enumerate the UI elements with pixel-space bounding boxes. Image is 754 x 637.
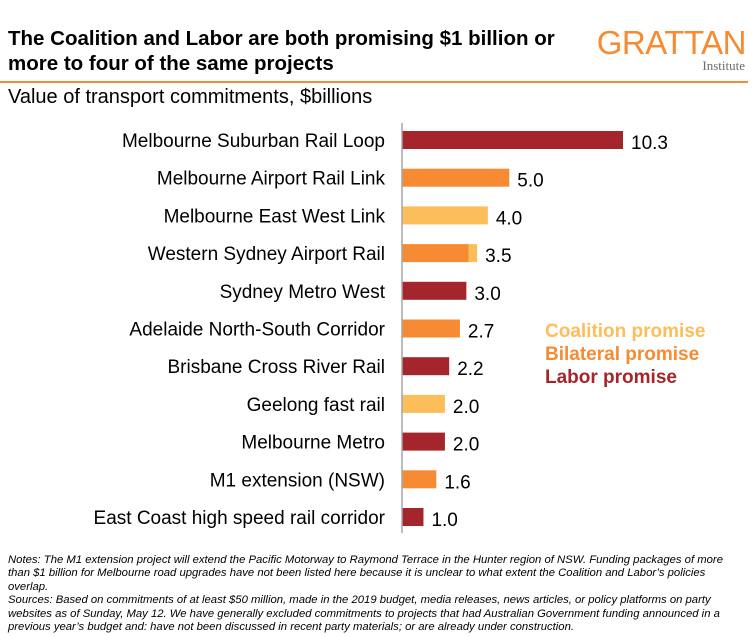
category-label: East Coast high speed rail corridor bbox=[94, 508, 386, 529]
bar-segment-labor bbox=[402, 281, 467, 300]
chart-subtitle: Value of transport commitments, $billion… bbox=[8, 86, 373, 108]
value-label: 1.0 bbox=[431, 510, 457, 531]
bar-segment-coalition bbox=[468, 244, 478, 263]
bar-segment-bilateral bbox=[402, 319, 460, 338]
title-rule bbox=[0, 81, 748, 83]
value-label: 4.0 bbox=[496, 208, 522, 229]
bar-segment-coalition bbox=[402, 206, 488, 225]
chart-title: The Coalition and Labor are both promisi… bbox=[8, 27, 555, 75]
bar-chart: Melbourne Suburban Rail Loop 10.3 Melbourn… bbox=[94, 123, 668, 533]
value-label: 3.5 bbox=[485, 246, 511, 267]
category-label: Western Sydney Airport Rail bbox=[148, 244, 385, 265]
category-label: Melbourne Metro bbox=[241, 433, 385, 454]
category-label: Adelaide North-South Corridor bbox=[129, 320, 385, 341]
value-label: 10.3 bbox=[631, 133, 668, 154]
bar-segment-bilateral bbox=[402, 168, 510, 187]
logo-subtext: Institute bbox=[702, 58, 745, 73]
value-label: 1.6 bbox=[444, 472, 470, 493]
category-label: Brisbane Cross River Rail bbox=[167, 357, 385, 378]
category-label: Melbourne Airport Rail Link bbox=[157, 169, 386, 190]
category-label: Geelong fast rail bbox=[247, 395, 385, 416]
bar-segment-coalition bbox=[402, 394, 445, 413]
category-label: Sydney Metro West bbox=[220, 282, 386, 303]
legend: Coalition promise Bilateral promise Labo… bbox=[545, 320, 705, 389]
grattan-logo: GRATTAN Institute bbox=[596, 24, 747, 73]
sources-text: Sources: Based on commitments of at leas… bbox=[8, 594, 720, 634]
logo-wordmark: GRATTAN bbox=[596, 24, 747, 61]
value-label: 3.0 bbox=[474, 284, 500, 305]
value-label: 2.0 bbox=[453, 397, 479, 418]
category-label: M1 extension (NSW) bbox=[210, 470, 385, 491]
legend-coalition: Coalition promise bbox=[545, 321, 706, 342]
legend-labor: Labor promise bbox=[545, 367, 677, 388]
value-label: 5.0 bbox=[517, 171, 543, 192]
bar-segment-labor bbox=[402, 131, 623, 149]
footnotes: Notes: The M1 extension project will ext… bbox=[8, 554, 748, 634]
bar-segment-bilateral bbox=[402, 244, 469, 263]
value-label: 2.2 bbox=[457, 359, 483, 380]
bar-segment-labor bbox=[402, 432, 445, 451]
category-label: Melbourne East West Link bbox=[164, 206, 386, 227]
bar-segment-labor bbox=[402, 508, 424, 526]
value-label: 2.0 bbox=[453, 435, 479, 456]
bar-segment-bilateral bbox=[402, 470, 437, 489]
notes-text: Notes: The M1 extension project will ext… bbox=[8, 554, 723, 593]
legend-bilateral: Bilateral promise bbox=[545, 344, 700, 365]
category-label: Melbourne Suburban Rail Loop bbox=[122, 131, 385, 152]
bar-segment-labor bbox=[402, 357, 450, 376]
value-label: 2.7 bbox=[468, 322, 494, 343]
